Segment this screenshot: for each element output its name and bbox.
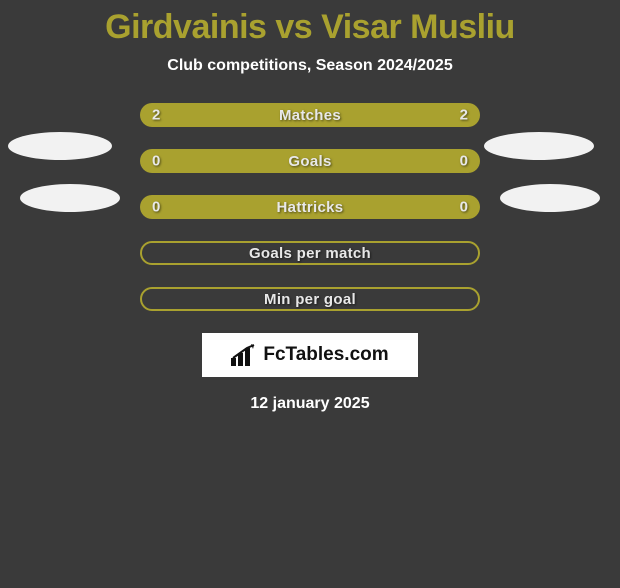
- logo-text: FcTables.com: [263, 344, 388, 366]
- stat-label: Min per goal: [264, 291, 356, 308]
- stat-value-left: 0: [152, 153, 160, 170]
- stat-value-left: 0: [152, 199, 160, 216]
- stat-row: 0 Goals 0: [140, 149, 480, 173]
- decor-ellipse: [20, 184, 120, 212]
- stat-value-right: 0: [460, 153, 468, 170]
- comparison-title: Girdvainis vs Visar Musliu: [0, 8, 620, 47]
- stat-value-right: 0: [460, 199, 468, 216]
- stat-value-left: 2: [152, 107, 160, 124]
- comparison-subtitle: Club competitions, Season 2024/2025: [0, 57, 620, 75]
- stat-row: 2 Matches 2: [140, 103, 480, 127]
- stat-row: Goals per match: [140, 241, 480, 265]
- stats-container: 2 Matches 2 0 Goals 0 0 Hattricks 0 Goals per mat…: [140, 103, 480, 311]
- stat-label: Matches: [279, 107, 341, 124]
- stat-label: Goals per match: [249, 245, 371, 262]
- decor-ellipse: [8, 132, 112, 160]
- stat-label: Hattricks: [277, 199, 344, 216]
- bars-icon: [231, 344, 257, 366]
- footer-date: 12 january 2025: [0, 395, 620, 413]
- stat-row: Min per goal: [140, 287, 480, 311]
- source-logo: FcTables.com: [202, 333, 418, 377]
- stat-label: Goals: [288, 153, 331, 170]
- stat-row: 0 Hattricks 0: [140, 195, 480, 219]
- stat-value-right: 2: [460, 107, 468, 124]
- decor-ellipse: [500, 184, 600, 212]
- decor-ellipse: [484, 132, 594, 160]
